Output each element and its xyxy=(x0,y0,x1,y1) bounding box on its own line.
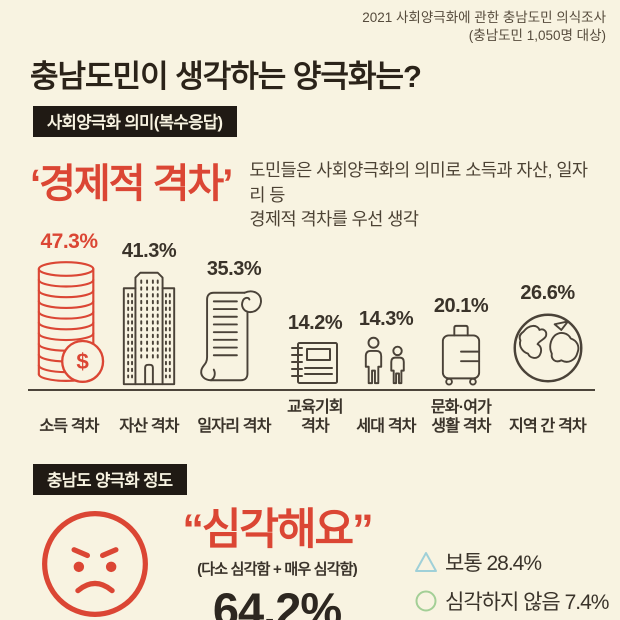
chart-col-assets: 41.3% xyxy=(110,240,188,389)
angry-face-icon xyxy=(42,511,148,617)
circle-icon xyxy=(415,590,437,612)
people-icon xyxy=(364,336,405,384)
headline-desc-line2: 경제적 격차를 우선 생각 xyxy=(249,209,419,230)
value-label: 14.2% xyxy=(287,311,343,334)
value-label: 41.3% xyxy=(121,239,177,262)
severity-quote-block: “심각해요” (다소 심각함 + 매우 심각함) 64.2% xyxy=(162,505,392,620)
triangle-icon xyxy=(415,551,437,572)
chart-col-region: 26.6% xyxy=(500,282,595,389)
legend-row-normal: 보통 28.4% xyxy=(414,547,608,577)
page-title: 충남도민이 생각하는 양극화는? xyxy=(30,59,422,95)
survey-note-line2: (충남도민 1,050명 대상) xyxy=(468,27,606,43)
svg-text:$: $ xyxy=(76,349,89,374)
category-label: 문화·여가 생활 격차 xyxy=(430,398,492,435)
value-label: 35.3% xyxy=(206,257,262,280)
chart-col-culture: 20.1% xyxy=(422,295,500,389)
severity-legend: 보통 28.4% 심각하지 않음 7.4% xyxy=(414,547,609,620)
coin-stack-icon: $ xyxy=(37,260,105,383)
notebook-icon xyxy=(291,341,338,384)
chart-col-education: 14.2% xyxy=(280,312,350,389)
category-label: 교육기회 격차 xyxy=(287,398,343,435)
section-badge-meaning: 사회양극화 의미(복수응답) xyxy=(33,106,237,138)
headline-description: 도민들은 사회양극화의 의미로 소득과 자산, 일자리 등 경제적 격차를 우선… xyxy=(249,158,592,232)
building-icon xyxy=(122,271,176,385)
category-label: 일자리 격차 xyxy=(197,417,271,435)
value-label: 26.6% xyxy=(520,281,575,304)
chart-col-income: 47.3% $ xyxy=(28,230,110,389)
globe-icon xyxy=(513,313,582,383)
category-label: 자산 격차 xyxy=(119,417,179,435)
value-label: 14.3% xyxy=(358,307,414,330)
survey-note: 2021 사회양극화에 관한 충남도민 의식조사 (충남도민 1,050명 대상… xyxy=(0,0,620,44)
category-label: 세대 격차 xyxy=(356,417,416,435)
category-label: 소득 격차 xyxy=(39,417,99,435)
severity-value: 64.2% xyxy=(212,583,342,620)
headline-row: ‘경제적 격차’ 도민들은 사회양극화의 의미로 소득과 자산, 일자리 등 경… xyxy=(30,151,592,232)
chart-col-jobs: 35.3% xyxy=(188,258,280,389)
chart-bars: 47.3% $ 41.3% 35.3% xyxy=(28,230,595,391)
legend-label-normal: 보통 28.4% xyxy=(445,551,542,575)
chart-col-generation: 14.3% xyxy=(350,308,422,389)
suitcase-icon xyxy=(441,324,481,386)
severity-quote: “심각해요” xyxy=(182,505,373,554)
value-label: 47.3% xyxy=(40,229,98,253)
headline-desc-line1: 도민들은 사회양극화의 의미로 소득과 자산, 일자리 등 xyxy=(249,160,588,205)
survey-note-line1: 2021 사회양극화에 관한 충남도민 의식조사 xyxy=(362,10,606,25)
legend-row-not-serious: 심각하지 않음 7.4% xyxy=(414,586,609,616)
document-scroll-icon xyxy=(200,290,262,381)
chart-category-labels: 소득 격차 자산 격차 일자리 격차 교육기회 격차 세대 격차 문화·여가 생… xyxy=(28,391,595,436)
value-label: 20.1% xyxy=(433,294,489,317)
severity-quote-sub: (다소 심각함 + 매우 심각함) xyxy=(197,561,358,579)
meaning-bar-chart: 47.3% $ 41.3% 35.3% xyxy=(28,230,595,436)
headline-economic-gap: ‘경제적 격차’ xyxy=(30,162,233,207)
severity-row: “심각해요” (다소 심각함 + 매우 심각함) 64.2% 보통 28.4% … xyxy=(38,505,620,620)
legend-label-not-serious: 심각하지 않음 7.4% xyxy=(445,590,609,614)
category-label: 지역 간 격차 xyxy=(509,417,587,435)
section-badge-severity: 충남도 양극화 정도 xyxy=(33,463,187,495)
